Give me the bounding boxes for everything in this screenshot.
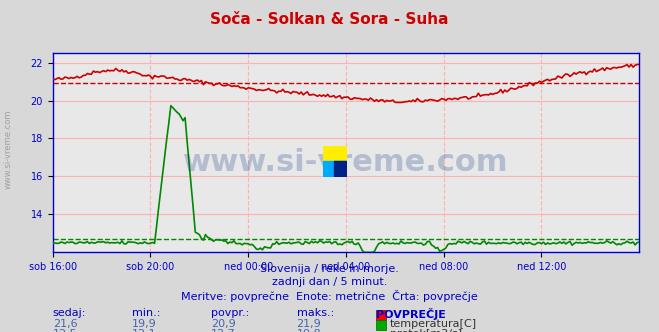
Text: Meritve: povprečne  Enote: metrične  Črta: povprečje: Meritve: povprečne Enote: metrične Črta:…: [181, 290, 478, 302]
Text: 12,1: 12,1: [132, 329, 156, 332]
Text: 20,9: 20,9: [211, 319, 236, 329]
Text: www.si-vreme.com: www.si-vreme.com: [183, 148, 509, 177]
Text: www.si-vreme.com: www.si-vreme.com: [3, 110, 13, 189]
Text: zadnji dan / 5 minut.: zadnji dan / 5 minut.: [272, 277, 387, 287]
Text: pretok[m3/s]: pretok[m3/s]: [390, 329, 462, 332]
Text: Slovenija / reke in morje.: Slovenija / reke in morje.: [260, 264, 399, 274]
Text: maks.:: maks.:: [297, 308, 334, 318]
Text: Soča - Solkan & Sora - Suha: Soča - Solkan & Sora - Suha: [210, 12, 449, 27]
Text: 19,9: 19,9: [132, 319, 157, 329]
Bar: [376, 310, 386, 320]
Text: povpr.:: povpr.:: [211, 308, 249, 318]
Text: POVPREČJE: POVPREČJE: [376, 308, 445, 320]
Text: 21,6: 21,6: [53, 319, 77, 329]
Bar: [376, 320, 386, 330]
Text: min.:: min.:: [132, 308, 160, 318]
Text: 19,8: 19,8: [297, 329, 322, 332]
Text: 12,7: 12,7: [211, 329, 236, 332]
Text: sedaj:: sedaj:: [53, 308, 86, 318]
Text: 21,9: 21,9: [297, 319, 322, 329]
Text: 12,5: 12,5: [53, 329, 77, 332]
Text: temperatura[C]: temperatura[C]: [390, 319, 477, 329]
